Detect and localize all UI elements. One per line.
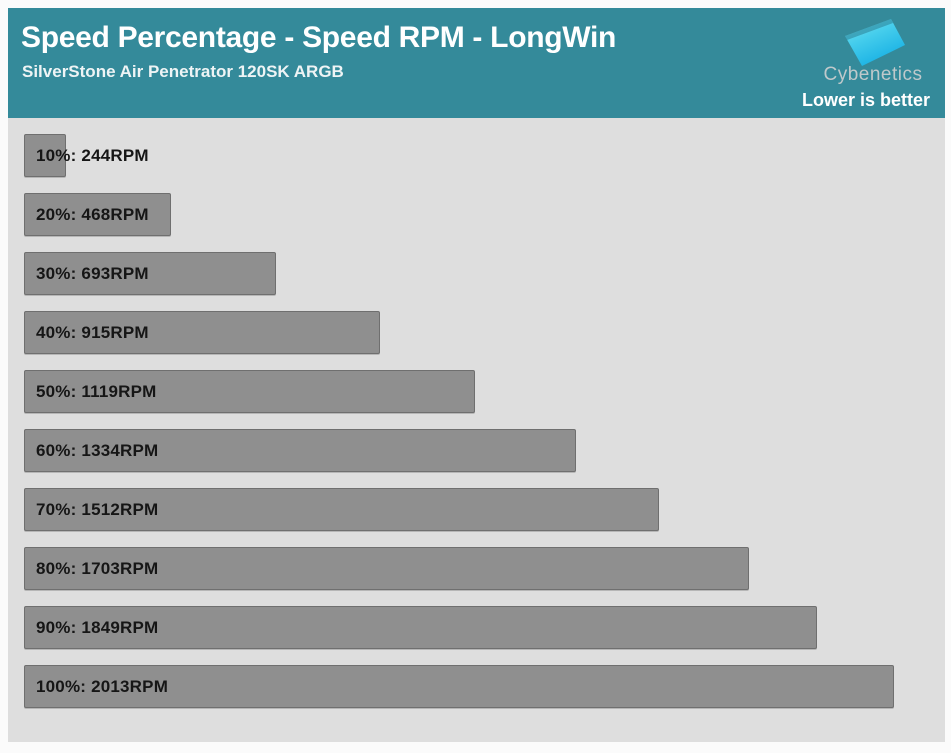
rpm-bar: [24, 606, 817, 649]
rpm-bar: [24, 311, 380, 354]
bar-label: 80%: 1703RPM: [36, 559, 159, 578]
cybenetics-wordmark: Cybenetics: [823, 64, 923, 85]
chart-row: 70%: 1512RPM: [24, 488, 945, 531]
cybenetics-logo: Cybenetics: [813, 16, 933, 86]
chart-subtitle: SilverStone Air Penetrator 120SK ARGB: [22, 62, 344, 81]
chart-row: 80%: 1703RPM: [24, 547, 945, 590]
bar-label: 20%: 468RPM: [36, 205, 149, 224]
chart-frame: Speed Percentage - Speed RPM - LongWin S…: [8, 8, 945, 742]
bar-label: 70%: 1512RPM: [36, 500, 159, 519]
chart-header: Speed Percentage - Speed RPM - LongWin S…: [8, 8, 945, 118]
chart-row: 40%: 915RPM: [24, 311, 945, 354]
chart-row: 100%: 2013RPM: [24, 665, 945, 708]
cybenetics-logo-icon: [845, 19, 905, 66]
bar-chart: 10%: 244RPM 20%: 468RPM 30%: 693RPM 40%: 91…: [8, 118, 945, 742]
rpm-bar: [24, 252, 276, 295]
bar-label: 40%: 915RPM: [36, 323, 149, 342]
bar-label: 60%: 1334RPM: [36, 441, 159, 460]
chart-row: 50%: 1119RPM: [24, 370, 945, 413]
rpm-bar: [24, 488, 659, 531]
chart-row: 90%: 1849RPM: [24, 606, 945, 649]
bar-label: 50%: 1119RPM: [36, 382, 157, 401]
bar-label: 100%: 2013RPM: [36, 677, 169, 696]
chart-row: 20%: 468RPM: [24, 193, 945, 236]
lower-is-better-note: Lower is better: [801, 90, 930, 110]
bar-label: 30%: 693RPM: [36, 264, 149, 283]
chart-row: 10%: 244RPM: [24, 134, 945, 177]
chart-row: 30%: 693RPM: [24, 252, 945, 295]
bar-label: 10%: 244RPM: [36, 146, 149, 165]
chart-row: 60%: 1334RPM: [24, 429, 945, 472]
rpm-bar: [24, 134, 66, 177]
rpm-bar: [24, 370, 475, 413]
bar-label: 90%: 1849RPM: [36, 618, 159, 637]
chart-title: Speed Percentage - Speed RPM - LongWin: [21, 21, 617, 54]
rpm-bar: [24, 429, 576, 472]
rpm-bar: [24, 665, 894, 708]
rpm-bar: [24, 193, 171, 236]
rpm-bar: [24, 547, 749, 590]
